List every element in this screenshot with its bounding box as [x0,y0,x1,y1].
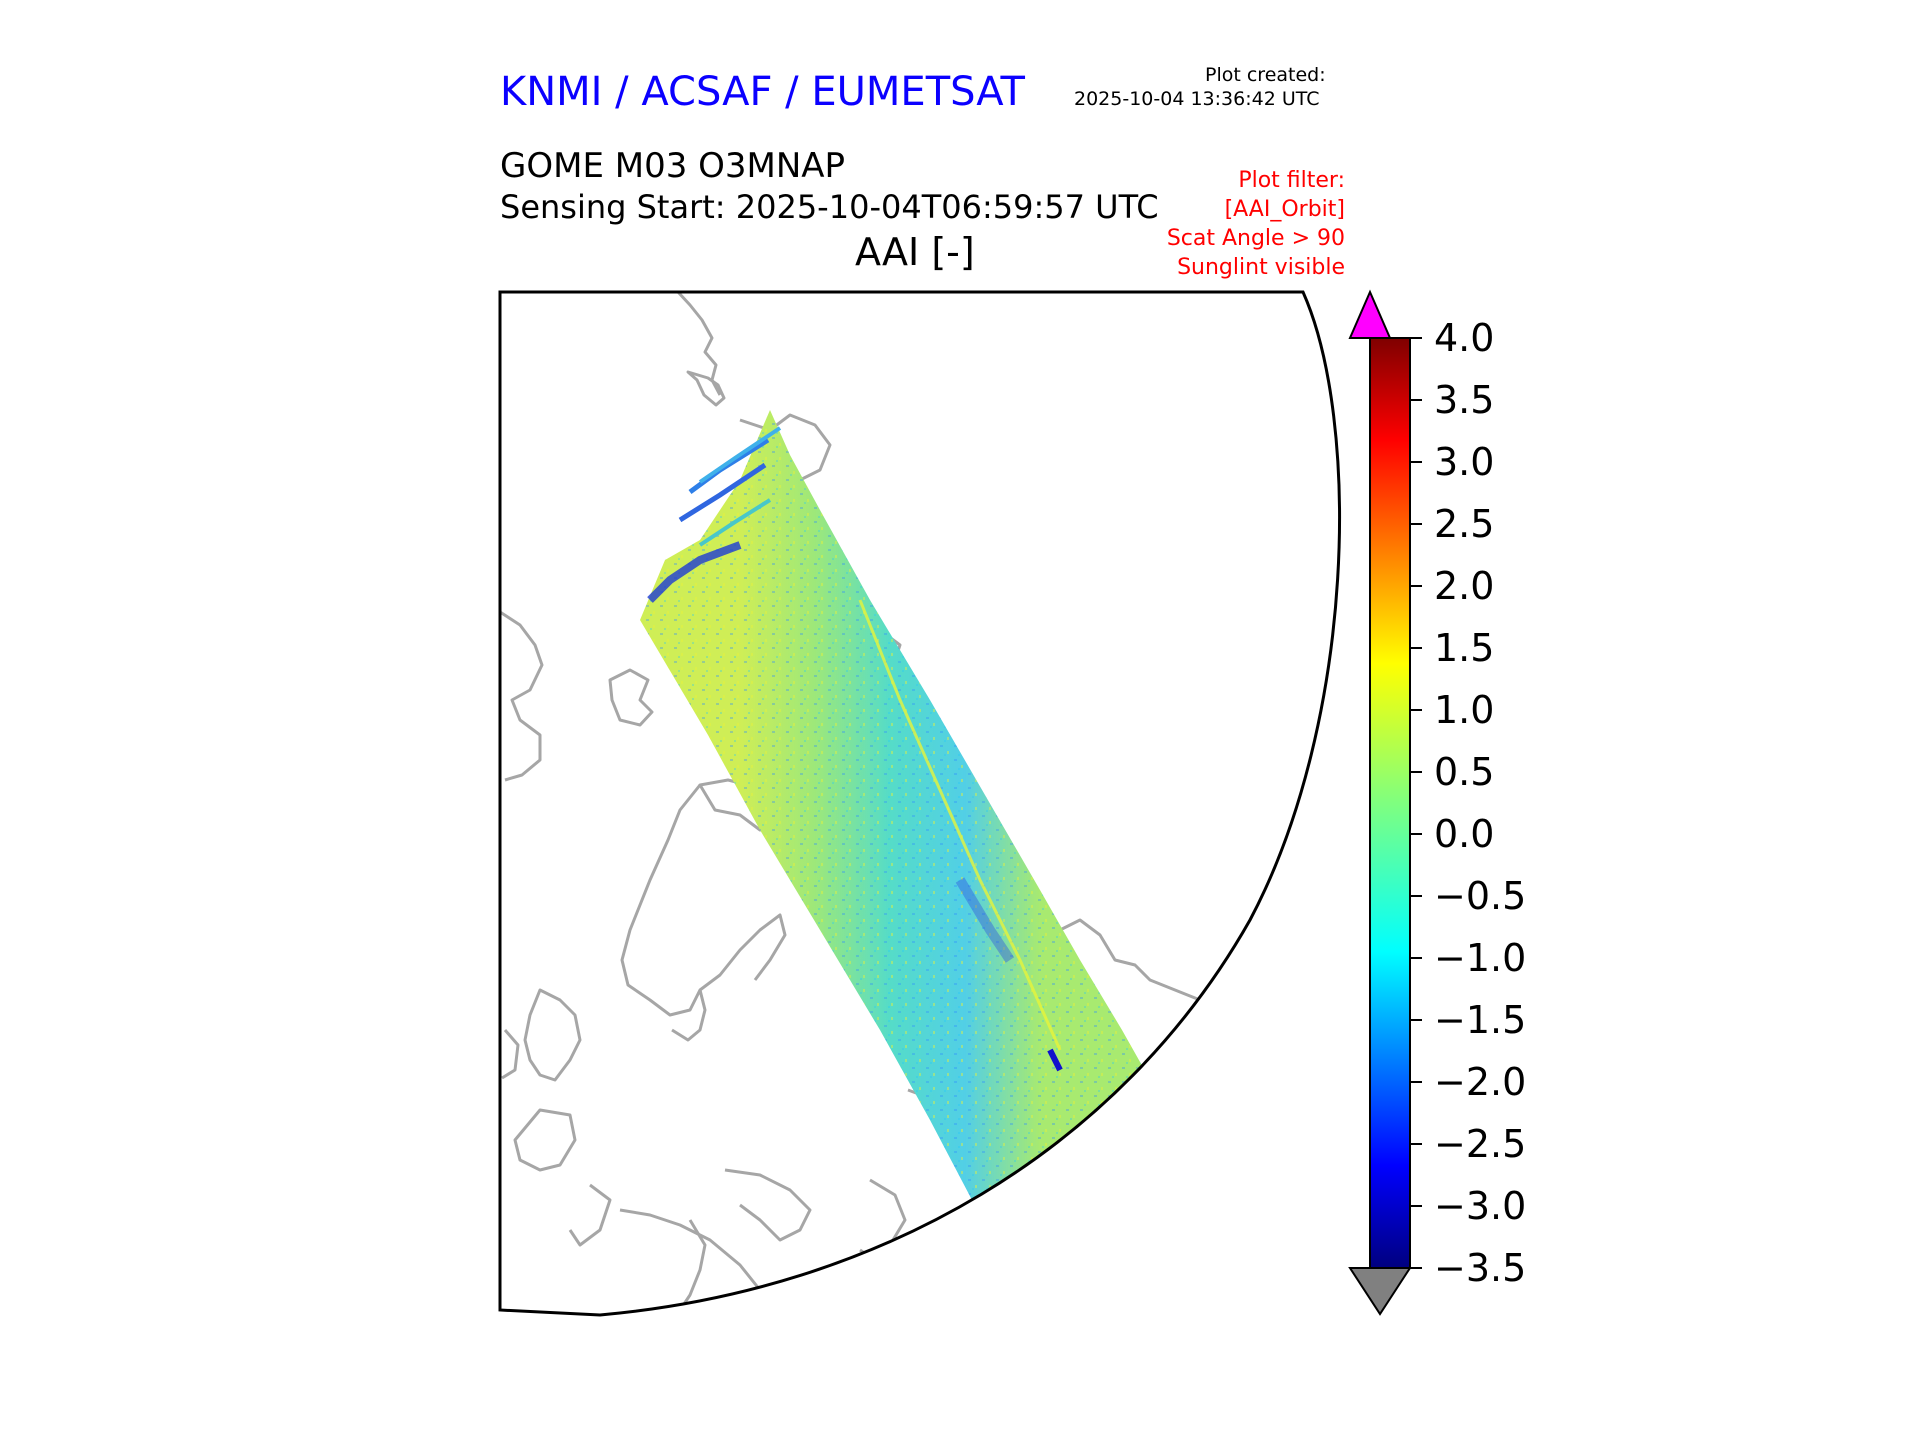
plot-created-label: Plot created: [1205,64,1326,86]
sensing-start: Sensing Start: 2025-10-04T06:59:57 UTC [500,188,1159,226]
colorbar-tick-label: 0.0 [1434,812,1494,856]
variable-title: AAI [-] [855,230,975,274]
colorbar-under-arrow [1348,1267,1412,1316]
colorbar: 4.0 3.5 3.0 2.5 2.0 1.5 1.0 0.5 0.0 −0.5 −1.0 −1.5 −… [1348,289,1526,1316]
colorbar-tick-label: −2.0 [1434,1060,1526,1104]
brand-title: KNMI / ACSAF / EUMETSAT [500,69,1025,115]
coastline-balkans [859,1178,907,1262]
colorbar-tick-label: 1.0 [1434,688,1494,732]
coastline-italy [724,1168,812,1242]
colorbar-tick-label: 4.0 [1434,316,1494,360]
colorbar-tick-label: −2.5 [1434,1122,1526,1166]
coastline-britain [523,988,582,1082]
plot-created-time: 2025-10-04 13:36:42 UTC [1074,88,1320,110]
coastline-north-greenland [676,292,722,396]
coastline-islands [686,370,726,407]
colorbar-gradient [1369,337,1411,1269]
colorbar-tick-label: −3.5 [1434,1246,1526,1290]
colorbar-tick-label: −1.5 [1434,998,1526,1042]
plot-filter-sunglint: Sunglint visible [1177,255,1345,280]
plot-filter-scat-angle: Scat Angle > 90 [1166,226,1345,251]
colorbar-tick-label: 3.0 [1434,440,1494,484]
coastline-svalbard [608,668,654,727]
colorbar-tick-label: −1.0 [1434,936,1526,980]
coastline-sardinia [678,1219,707,1311]
coastline-scandinavia [620,784,787,1017]
satellite-swath [640,410,1170,1230]
coastline-france [513,1108,577,1172]
coastline-greenland [500,610,544,782]
coastline-denmark [671,989,707,1042]
product-title: GOME M03 O3MNAP [500,146,846,186]
colorbar-over-arrow [1348,289,1392,339]
map-area [500,292,1201,1311]
plot-filter-orbit: [AAI_Orbit] [1224,197,1345,222]
colorbar-tick-label: 1.5 [1434,626,1494,670]
colorbar-tick-label: 3.5 [1434,378,1494,422]
colorbar-ticks: 4.0 3.5 3.0 2.5 2.0 1.5 1.0 0.5 0.0 −0.5 −1.0 −1.5 −… [1410,316,1526,1290]
colorbar-tick-label: −3.0 [1434,1184,1526,1228]
coastline-mediterranean [619,1208,781,1307]
plot-filter-label: Plot filter: [1238,168,1345,193]
colorbar-tick-label: 2.5 [1434,502,1494,546]
map-frame [498,290,1341,1317]
coastline-ireland [501,1029,520,1080]
colorbar-tick-label: 0.5 [1434,750,1494,794]
colorbar-tick-label: −0.5 [1434,874,1526,918]
coastline-iberia-north [568,1183,612,1247]
colorbar-tick-label: 2.0 [1434,564,1494,608]
coastline-siberia [1059,918,1201,1002]
